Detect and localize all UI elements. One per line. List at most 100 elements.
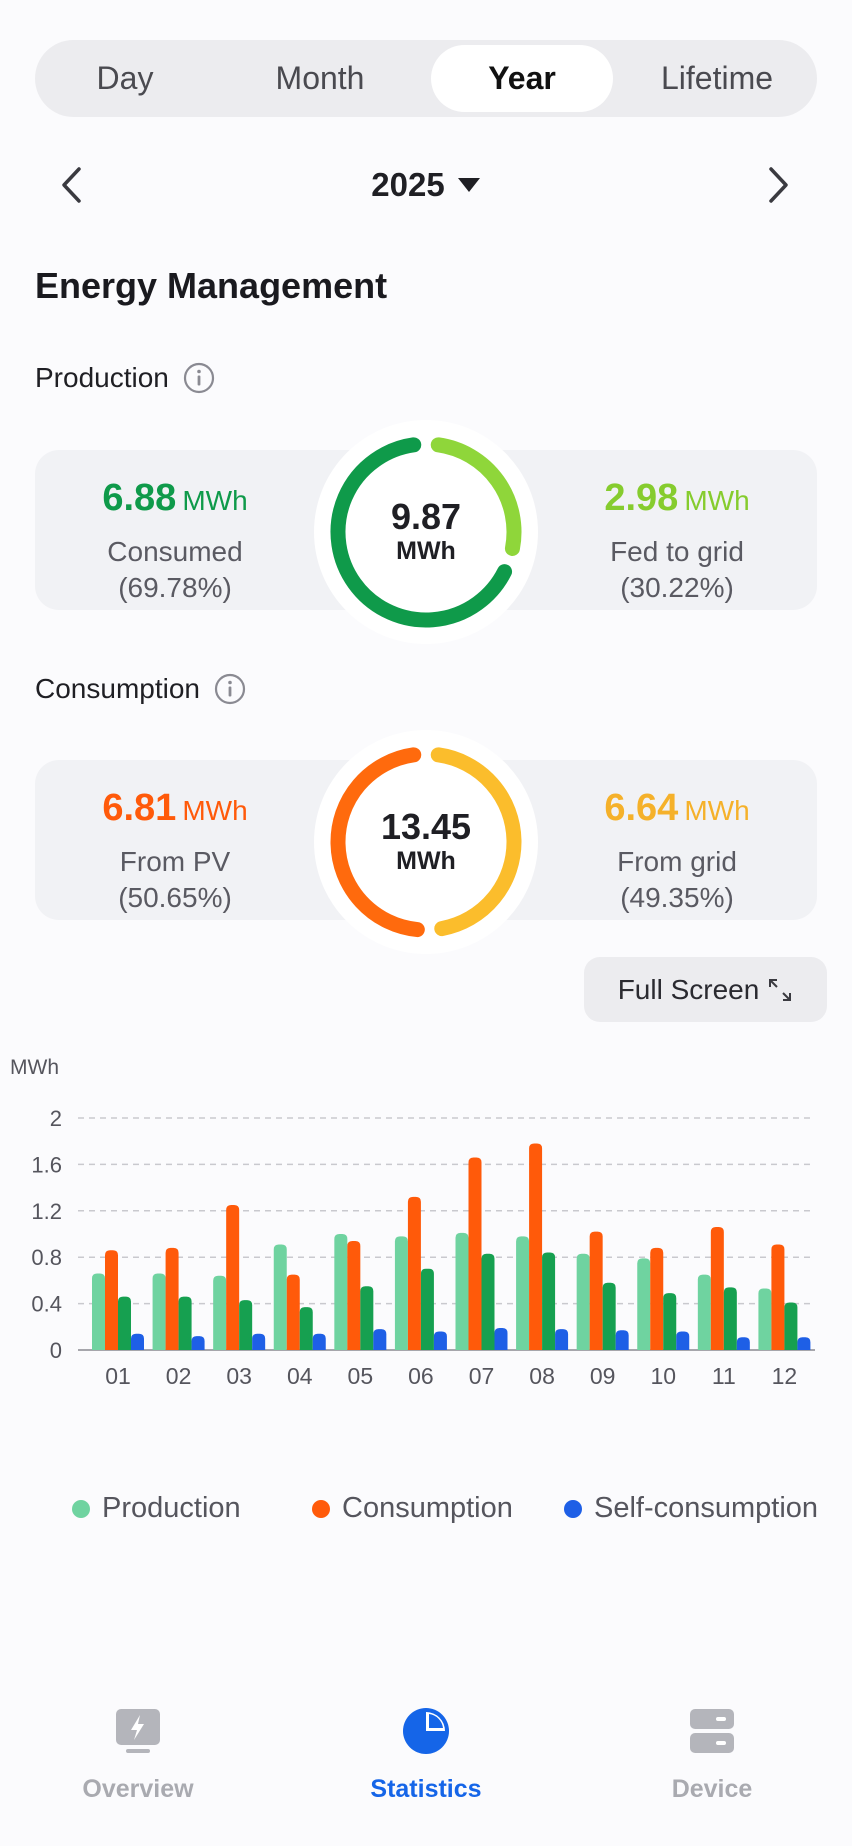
from-pv-value: 6.81 <box>102 787 177 829</box>
consumption-donut-backdrop <box>314 730 538 954</box>
bar-consumption-05 <box>347 1240 361 1350</box>
bar-consumption-07 <box>468 1157 482 1350</box>
bar-self-consumption-10 <box>676 1331 690 1350</box>
consumption-donut-right-segment <box>430 747 522 937</box>
consumption-label: Consumption <box>35 673 200 704</box>
legend-dot-consumption <box>312 1499 330 1518</box>
full-screen-button[interactable]: Full Screen <box>584 957 827 1022</box>
bar-consumption-04 <box>286 1274 300 1350</box>
bar-production-07 <box>455 1232 469 1350</box>
info-icon[interactable] <box>183 362 215 394</box>
from-pv-unit: MWh <box>182 795 248 826</box>
legend-label-consumption: Consumption <box>342 1492 513 1524</box>
bar-self-consumption-12 <box>797 1337 811 1350</box>
from-grid-value: 6.64 <box>604 787 679 829</box>
tab-lifetime[interactable]: Lifetime <box>660 60 774 96</box>
x-tick-label: 07 <box>469 1363 495 1389</box>
x-tick-label: 01 <box>105 1363 131 1389</box>
x-tick-label: 05 <box>348 1363 374 1389</box>
y-tick-label: 1.2 <box>31 1199 62 1224</box>
bar-series-2-12 <box>784 1302 798 1350</box>
bar-self-consumption-04 <box>312 1333 326 1350</box>
bar-production-03 <box>213 1275 227 1350</box>
fed-to-grid-percent: (30.22%) <box>620 572 734 603</box>
production-donut: 9.87 MWh <box>312 418 540 646</box>
x-tick-label: 06 <box>408 1363 434 1389</box>
consumed-label: Consumed <box>107 536 243 567</box>
bar-self-consumption-11 <box>736 1337 750 1350</box>
bar-production-10 <box>637 1258 651 1350</box>
bar-consumption-06 <box>407 1196 421 1350</box>
legend-dot-production <box>72 1499 90 1518</box>
device-icon <box>690 1709 734 1753</box>
from-grid-unit: MWh <box>684 795 750 826</box>
legend-self-consumption: Self-consumption <box>564 1492 818 1525</box>
fed-to-grid-label: Fed to grid <box>610 536 744 567</box>
chevron-right-icon <box>769 167 788 203</box>
x-tick-label: 08 <box>529 1363 555 1389</box>
legend-label-self-consumption: Self-consumption <box>594 1492 819 1524</box>
year-label: 2025 <box>371 166 445 203</box>
bottom-tab-device[interactable]: Device <box>612 1705 812 1804</box>
production-donut-chart <box>314 420 538 644</box>
y-tick-label: 2 <box>50 1106 62 1131</box>
bar-chart-svg: MWh 0 0.4 0.8 1.2 1.6 2 01 02 03 04 05 06 07 08 09 10 11 1… <box>10 1056 815 1389</box>
bar-production-11 <box>697 1274 711 1350</box>
consumption-donut-chart <box>314 730 538 954</box>
consumption-total-unit: MWh <box>396 847 456 875</box>
legend-production: Production <box>72 1492 241 1525</box>
y-tick-label: 1.6 <box>31 1152 62 1177</box>
bar-production-05 <box>334 1234 348 1350</box>
bar-self-consumption-07 <box>494 1327 508 1350</box>
year-dropdown[interactable]: 2025 <box>350 163 502 207</box>
bar-series-2-08 <box>542 1252 556 1350</box>
consumed-value: 6.88 <box>102 477 177 519</box>
x-tick-label: 02 <box>166 1363 192 1389</box>
bottom-tab-device-label: Device <box>671 1775 753 1803</box>
bar-self-consumption-06 <box>433 1331 447 1350</box>
bar-self-consumption-09 <box>615 1330 629 1350</box>
legend-consumption: Consumption <box>312 1492 513 1525</box>
bar-series-2-01 <box>118 1296 131 1350</box>
consumption-donut-left-segment <box>330 747 425 938</box>
tab-month[interactable]: Month <box>275 60 365 96</box>
bar-self-consumption-02 <box>191 1336 205 1350</box>
tab-day[interactable]: Day <box>96 60 154 96</box>
expand-icon <box>769 978 792 1001</box>
bar-series-2-09 <box>602 1282 616 1350</box>
next-year-button[interactable] <box>758 160 798 210</box>
bar-consumption-01 <box>105 1250 118 1350</box>
consumption-donut: 13.45 MWh <box>312 728 540 956</box>
from-grid-percent: (49.35%) <box>620 882 734 913</box>
from-pv-stat: 6.81 MWh From PV (50.65%) <box>35 788 315 916</box>
tab-year[interactable]: Year <box>431 45 613 112</box>
production-total: 9.87 <box>390 496 462 537</box>
consumption-total: 13.45 <box>380 806 472 847</box>
previous-year-button[interactable] <box>52 160 92 210</box>
bar-consumption-02 <box>165 1247 179 1350</box>
production-donut-backdrop <box>314 420 538 644</box>
bar-production-08 <box>516 1236 530 1350</box>
bottom-tab-overview-label: Overview <box>82 1775 194 1803</box>
bar-production-04 <box>273 1244 287 1350</box>
bar-series-2-02 <box>178 1296 192 1350</box>
caret-down-icon <box>457 178 480 192</box>
period-selector: Day Month Year Lifetime <box>35 40 817 117</box>
bar-production-01 <box>92 1273 105 1350</box>
consumption-heading: Consumption <box>35 673 246 705</box>
from-pv-percent: (50.65%) <box>118 882 232 913</box>
chevron-left-icon <box>62 167 81 203</box>
bottom-tab-overview[interactable]: Overview <box>38 1705 238 1804</box>
production-donut-left-segment <box>330 437 513 628</box>
bar-production-02 <box>152 1273 166 1350</box>
y-tick-label: 0.4 <box>31 1292 62 1317</box>
bar-consumption-08 <box>529 1143 543 1350</box>
production-donut-right-segment <box>430 437 522 556</box>
info-icon[interactable] <box>214 673 246 705</box>
monitor-bolt-icon <box>116 1709 160 1753</box>
bar-self-consumption-03 <box>252 1333 266 1350</box>
page-title: Energy Management <box>35 265 388 306</box>
bottom-tab-statistics[interactable]: Statistics <box>326 1705 526 1804</box>
x-tick-label: 10 <box>650 1363 676 1389</box>
bar-series-2-11 <box>723 1287 737 1350</box>
